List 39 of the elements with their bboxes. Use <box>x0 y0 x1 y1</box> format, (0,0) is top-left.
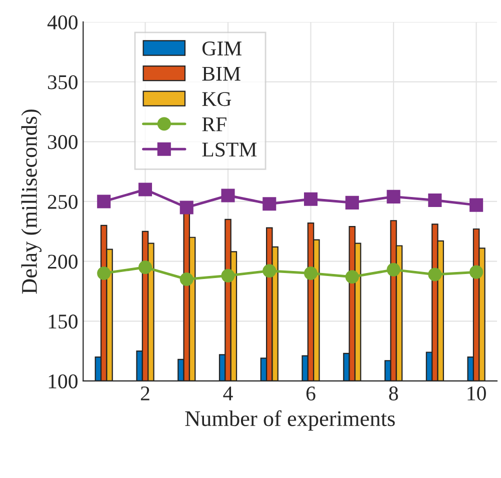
point <box>345 196 359 210</box>
x-tick-label: 4 <box>223 386 233 400</box>
x-tick-label: 2 <box>140 386 150 400</box>
point <box>221 188 235 202</box>
point <box>386 190 400 204</box>
point <box>180 200 194 214</box>
point <box>304 266 318 280</box>
legend-label: RF <box>202 117 226 132</box>
x-tick-label: 10 <box>468 386 486 400</box>
legend-label: GIM <box>202 42 242 56</box>
x-axis-title: Number of experiments <box>185 410 395 431</box>
y-tick-label: 200 <box>48 254 78 269</box>
y-tick-label: 300 <box>48 135 78 150</box>
x-tick-label: 8 <box>389 386 398 400</box>
x-tick-label: 6 <box>306 386 316 400</box>
y-axis-title: Delay (milliseconds) <box>21 110 42 294</box>
point <box>221 268 235 282</box>
point <box>386 262 400 276</box>
point <box>428 194 442 208</box>
point <box>470 198 484 212</box>
y-tick-label: 150 <box>48 314 78 329</box>
point <box>97 194 111 208</box>
point <box>97 266 111 280</box>
legend-label: LSTM <box>202 142 257 157</box>
point <box>345 270 359 284</box>
y-tick-label: 400 <box>47 15 78 30</box>
y-tick-label: 250 <box>48 194 78 209</box>
point <box>428 268 442 282</box>
point <box>262 197 276 211</box>
legend-label: KG <box>202 92 232 106</box>
point <box>304 192 318 206</box>
point <box>138 182 152 196</box>
legend-label: BIM <box>202 66 240 81</box>
point <box>138 260 152 274</box>
point <box>180 272 194 286</box>
point <box>262 264 276 278</box>
y-tick-label: 350 <box>48 75 78 90</box>
y-tick-label: 100 <box>48 374 78 388</box>
point <box>470 265 484 279</box>
